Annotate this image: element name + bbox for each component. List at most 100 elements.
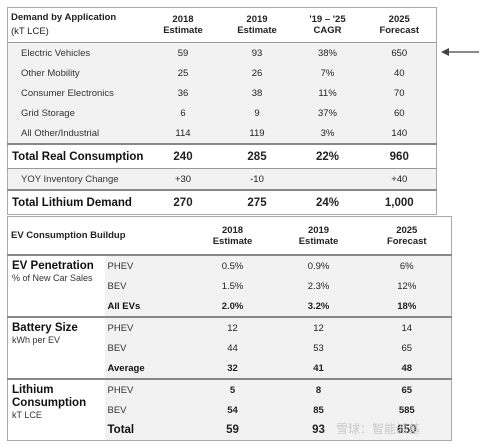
table-cell: 48 [362, 358, 452, 379]
table-cell: -10 [221, 168, 293, 190]
table-cell: 1,000 [362, 189, 437, 215]
table-cell: 114 [144, 123, 222, 144]
table-cell: 8 [274, 378, 363, 400]
table-row: Lithium Consumption kT LCE PHEV 5 8 65 [7, 378, 452, 441]
table-row: Other Mobility 25 26 7% 40 [7, 63, 437, 83]
table-cell: 12 [190, 316, 275, 338]
column-header: 2018 Estimate [163, 14, 203, 36]
table-cell: 59 [144, 42, 222, 63]
row-label: Total [104, 420, 191, 441]
table-cell: 14 [362, 316, 452, 338]
row-label: YOY Inventory Change [7, 168, 145, 190]
table-cell: 53 [274, 338, 363, 358]
row-label: All Other/Industrial [7, 123, 145, 144]
arrow-left-icon [441, 48, 479, 56]
table-cell: 9 [221, 103, 293, 123]
watermark: 雪球：智能派基 [336, 422, 421, 436]
column-header: 2018 Estimate [212, 224, 253, 247]
table-cell: 6 [144, 103, 222, 123]
row-label: BEV [104, 400, 191, 420]
table-row: All Other/Industrial 114 119 3% 140 [7, 123, 437, 144]
row-label: All EVs [104, 296, 191, 317]
table-cell: 38% [292, 42, 363, 63]
table-cell: 24% [292, 189, 363, 215]
table-cell: 140 [362, 123, 437, 144]
table-cell: 60 [362, 103, 437, 123]
table-row: EV Penetration % of New Car Sales PHEV 0… [7, 254, 452, 317]
table-cell: 2.0% [190, 296, 275, 317]
row-label: Average [104, 358, 191, 379]
ev-consumption-buildup-table: EV Consumption Buildup 2018 Estimate 2019… [7, 216, 453, 441]
table-cell: 650 [362, 420, 452, 441]
table-cell: 12 [274, 316, 363, 338]
table-cell: 38 [221, 83, 293, 103]
table-cell: 119 [221, 123, 293, 144]
table-cell: 70 [362, 83, 437, 103]
table-cell: 26 [221, 63, 293, 83]
row-label: Other Mobility [7, 63, 145, 83]
table-cell: 0.5% [190, 254, 275, 276]
table-cell: 93 [221, 42, 293, 63]
table-cell: 1.5% [190, 276, 275, 296]
table-cell: 22% [292, 143, 363, 169]
column-header: 2019 Estimate [237, 14, 277, 36]
table-row: Consumer Electronics 36 38 11% 70 [7, 83, 437, 103]
row-label: Consumer Electronics [7, 83, 145, 103]
table-cell: 65 [362, 378, 452, 400]
inventory-change-row: YOY Inventory Change +30 -10 +40 [7, 168, 437, 190]
total-real-consumption-row: Total Real Consumption 240 285 22% 960 [7, 143, 437, 169]
table-cell: 85 [274, 400, 363, 420]
row-label: Total Real Consumption [7, 143, 145, 169]
table-cell: 5 [190, 378, 275, 400]
row-label: PHEV [104, 316, 191, 338]
table-cell: 32 [190, 358, 275, 379]
table-cell: 0.9% [274, 254, 363, 276]
table-cell [292, 168, 363, 190]
section-label-battery-size: Battery Size kWh per EV [7, 316, 105, 379]
column-header: 2019 Estimate [298, 224, 339, 247]
table-cell: 960 [362, 143, 437, 169]
table-cell: 54 [190, 400, 275, 420]
section-label-lithium-consumption: Lithium Consumption kT LCE [7, 378, 105, 441]
table-cell: 240 [144, 143, 222, 169]
demand-by-application-table: Demand by Application (kT LCE) 2018 Estima… [7, 7, 437, 215]
table-cell: +30 [144, 168, 222, 190]
row-label: Total Lithium Demand [7, 189, 145, 215]
table-cell: 11% [292, 83, 363, 103]
table-cell: 12% [362, 276, 452, 296]
table-row: BEV 44 53 65 [8, 338, 452, 358]
table-cell: 6% [362, 254, 452, 276]
table-row: All EVs 2.0% 3.2% 18% [8, 296, 452, 317]
row-label: Electric Vehicles [7, 42, 145, 63]
table-row: BEV 54 85 585 [8, 400, 452, 420]
total-lithium-demand-row: Total Lithium Demand 270 275 24% 1,000 [7, 189, 437, 215]
table-row: Average 32 41 48 [8, 358, 452, 379]
table-cell: 650 [362, 42, 437, 63]
table-cell: 41 [274, 358, 363, 379]
table-row: Electric Vehicles 59 93 38% 650 [7, 42, 437, 63]
table-cell: 18% [362, 296, 452, 317]
table-cell: 59 [190, 420, 275, 441]
table-cell: 7% [292, 63, 363, 83]
row-label: BEV [104, 338, 191, 358]
table-title: EV Consumption Buildup [11, 229, 126, 241]
table-row: BEV 1.5% 2.3% 12% [8, 276, 452, 296]
table-cell: 25 [144, 63, 222, 83]
row-label: Grid Storage [7, 103, 145, 123]
table-row: Battery Size kWh per EV PHEV 12 12 14 [7, 316, 452, 379]
table-row: Total 59 93 650 [8, 420, 452, 441]
table-cell: 44 [190, 338, 275, 358]
table-cell: 270 [144, 189, 222, 215]
table-cell: 585 [362, 400, 452, 420]
column-header: 2025 Forecast [379, 14, 420, 36]
table-cell: 36 [144, 83, 222, 103]
table-cell: 65 [362, 338, 452, 358]
table-cell: 40 [362, 63, 437, 83]
table-row: Grid Storage 6 9 37% 60 [7, 103, 437, 123]
section-label-ev-penetration: EV Penetration % of New Car Sales [7, 254, 105, 317]
table-cell: 275 [221, 189, 293, 215]
row-label: BEV [104, 276, 191, 296]
table-cell: 93 [274, 420, 363, 441]
table-cell: 37% [292, 103, 363, 123]
table-header-row: EV Consumption Buildup 2018 Estimate 2019… [8, 217, 452, 256]
